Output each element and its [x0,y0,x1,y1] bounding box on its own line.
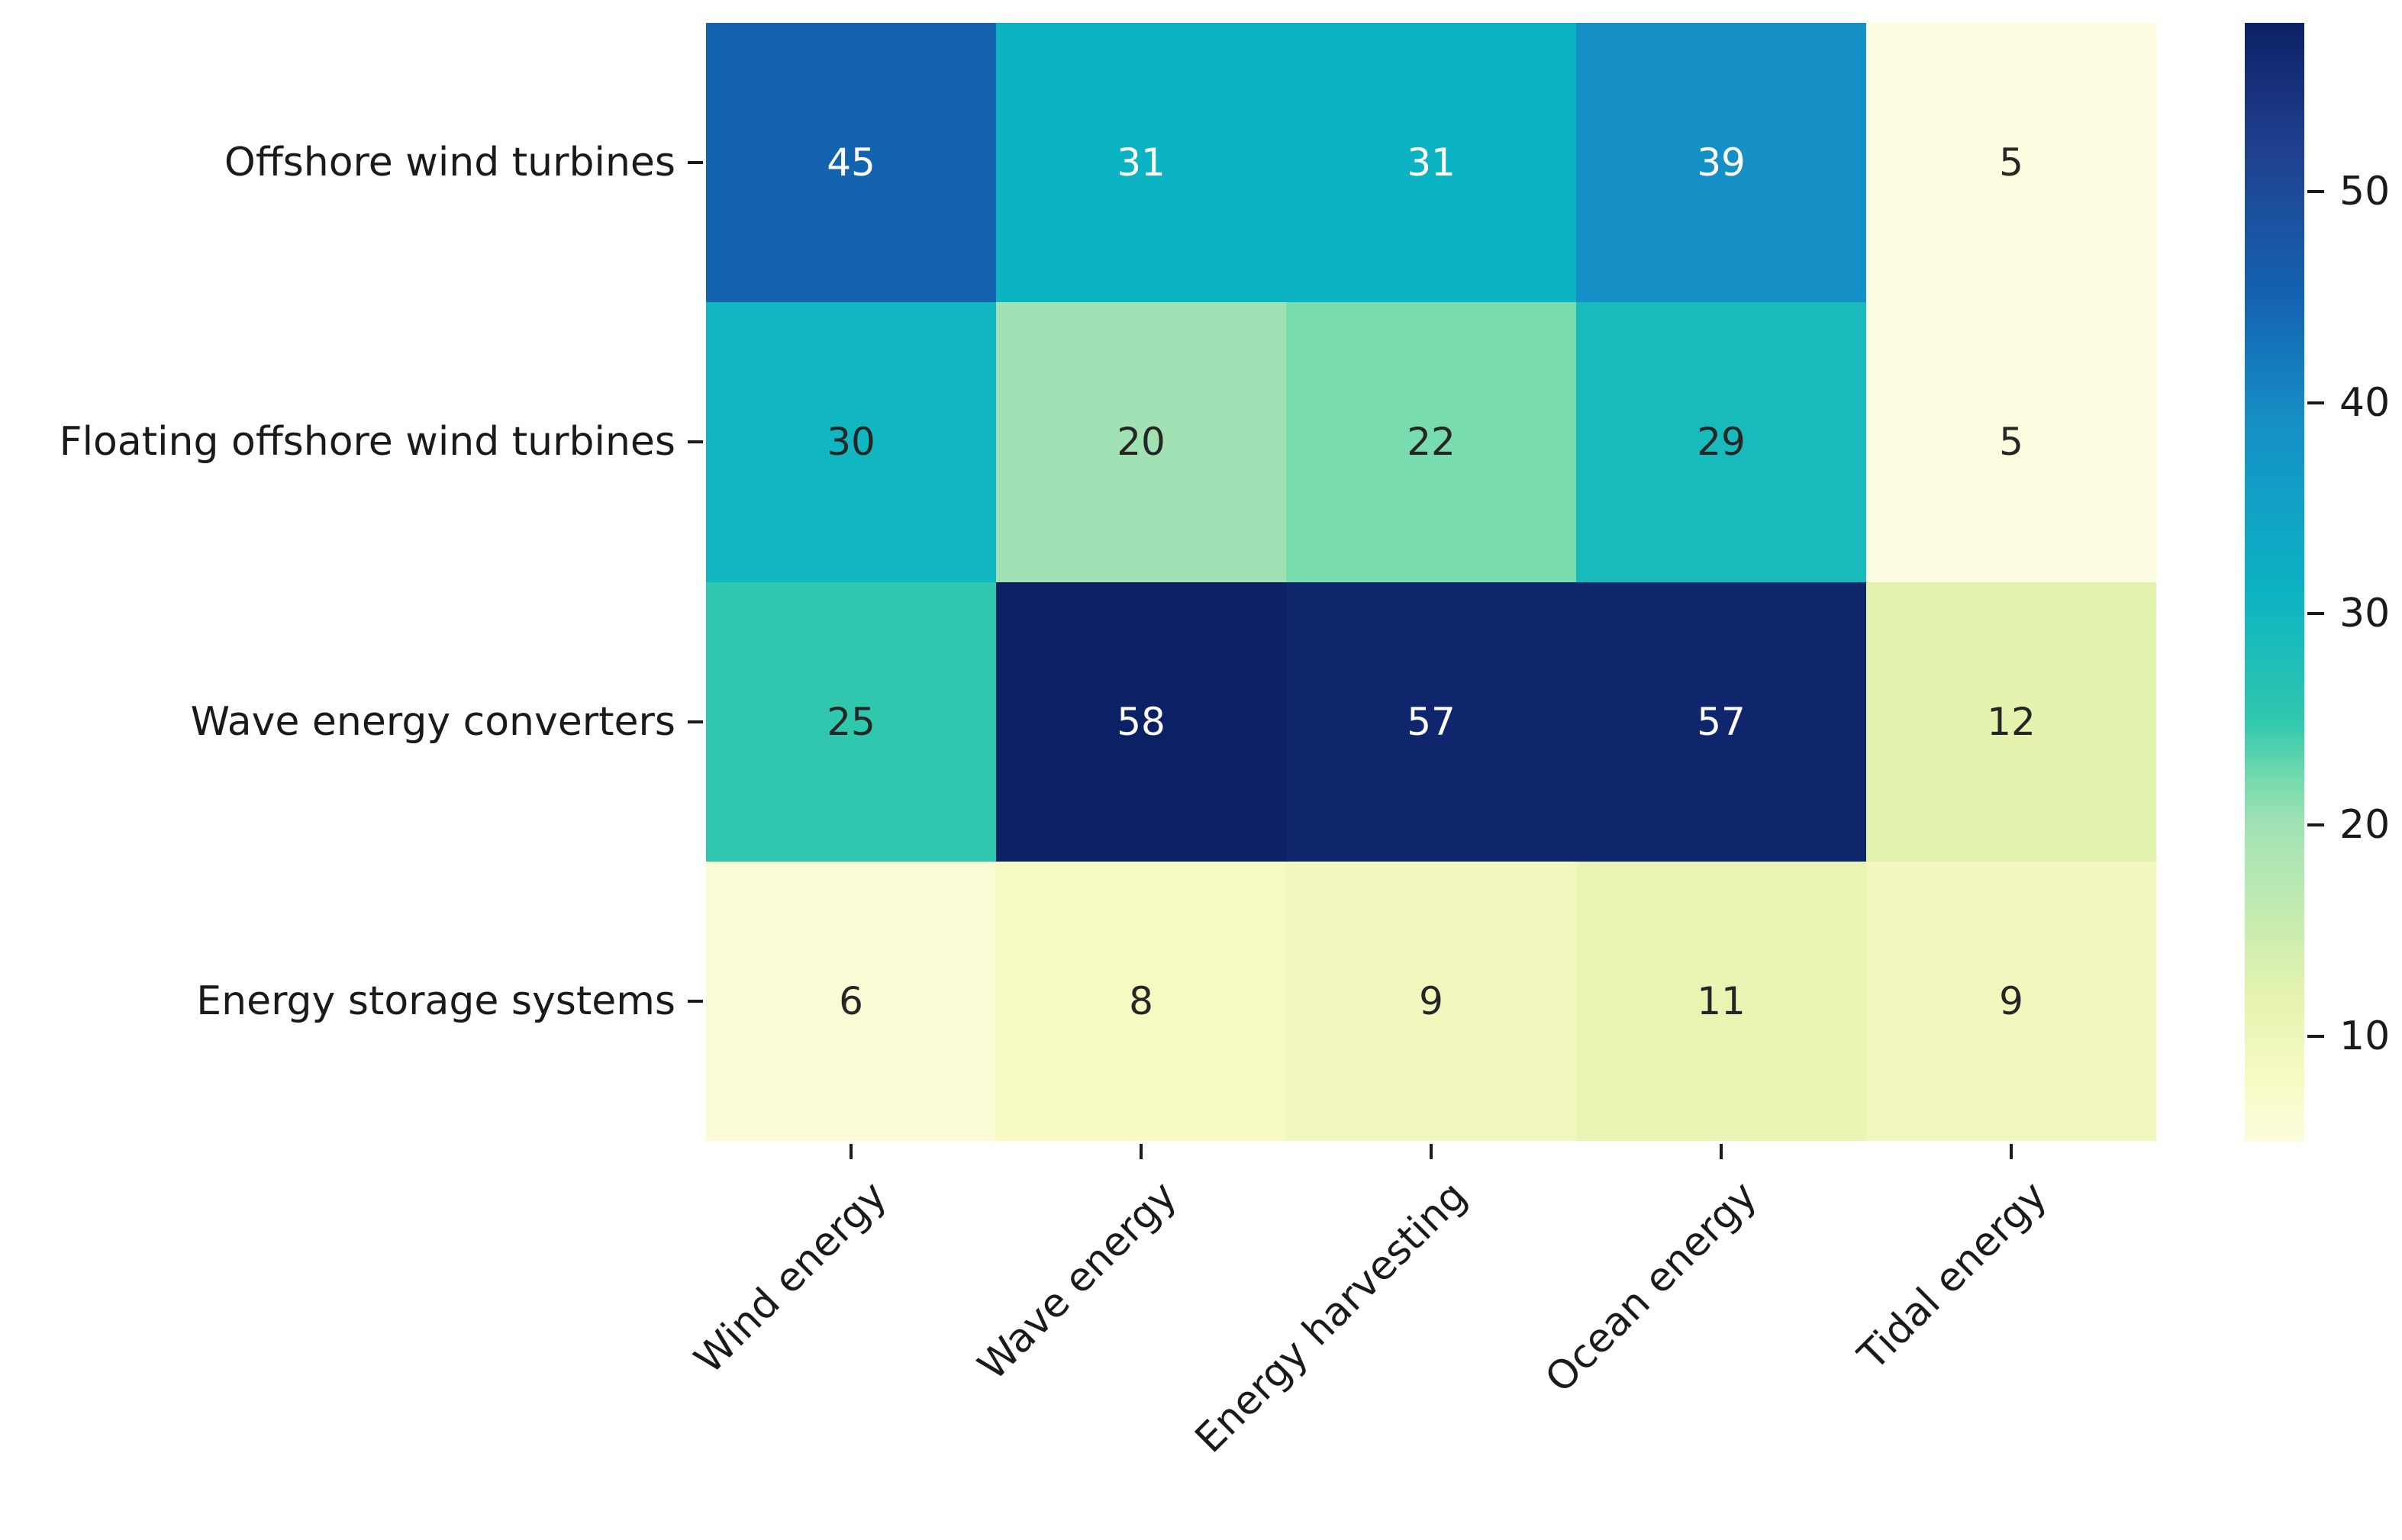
cell-value: 6 [839,978,863,1023]
cell-value: 30 [827,420,875,465]
cell-value: 5 [1999,140,2023,185]
y-tick-mark [688,999,703,1003]
y-tick-label: Floating offshore wind turbines [59,419,675,466]
heatmap-cell: 58 [996,582,1286,862]
colorbar-tick-mark [2307,1034,2324,1038]
heatmap-cell: 57 [1576,582,1866,862]
x-tick-mark [850,1144,853,1159]
x-tick-label: Tidal energy [1849,1173,2056,1379]
y-tick-label: Offshore wind turbines [224,140,675,186]
heatmap-cell: 45 [706,23,996,303]
y-tick-label: Wave energy converters [190,698,675,745]
heatmap-cell: 12 [1866,582,2156,862]
heatmap-cell: 5 [1866,23,2156,303]
cell-value: 8 [1129,978,1153,1023]
x-tick-mark [2010,1144,2013,1159]
colorbar [2245,23,2304,1142]
heatmap-cell: 31 [1286,23,1576,303]
colorbar-tick-mark [2307,823,2324,827]
heatmap-cell: 39 [1576,23,1866,303]
cell-value: 31 [1117,140,1166,185]
y-tick-label: Energy storage systems [196,978,675,1024]
heatmap-cell: 9 [1866,861,2156,1141]
heatmap-cell: 57 [1286,582,1576,862]
cell-value: 12 [1987,699,2036,744]
cell-value: 9 [1419,978,1443,1023]
heatmap-cell: 8 [996,861,1286,1141]
heatmap-cell: 30 [706,302,996,582]
heatmap-cell: 5 [1866,302,2156,582]
cell-value: 11 [1697,978,1746,1023]
cell-value: 58 [1117,699,1166,744]
heatmap-cell: 25 [706,582,996,862]
colorbar-tick-mark [2307,190,2324,194]
heatmap-figure: Offshore wind turbines Floating offshore … [59,23,2391,1462]
cell-value: 31 [1407,140,1456,185]
heatmap-cell: 31 [996,23,1286,303]
colorbar-tick-label: 50 [2339,169,2391,215]
cell-value: 57 [1407,699,1456,744]
colorbar-tick-mark [2307,612,2324,616]
heatmap-cell: 11 [1576,861,1866,1141]
heatmap-grid: 45 31 31 39 5 30 20 22 29 5 25 58 57 57 12 6 8 9 11 9 [706,23,2156,1141]
heatmap-cell: 29 [1576,302,1866,582]
heatmap-cell: 20 [996,302,1286,582]
cell-value: 29 [1697,420,1746,465]
cell-value: 22 [1407,420,1456,465]
y-tick-mark [688,720,703,723]
colorbar-tick-label: 20 [2339,802,2391,849]
cell-value: 45 [827,140,875,185]
x-tick-mark [1430,1144,1433,1159]
colorbar-tick-label: 10 [2339,1013,2391,1059]
colorbar-tick-label: 40 [2339,379,2391,426]
colorbar-tick-mark [2307,401,2324,404]
cell-value: 25 [827,699,875,744]
cell-value: 9 [1999,978,2023,1023]
heatmap-cell: 9 [1286,861,1576,1141]
x-tick-mark [1140,1144,1143,1159]
x-tick-mark [1720,1144,1723,1159]
cell-value: 20 [1117,420,1166,465]
colorbar-tick-label: 30 [2339,591,2391,637]
cell-value: 5 [1999,420,2023,465]
y-tick-mark [688,440,703,444]
y-tick-mark [688,161,703,165]
cell-value: 57 [1697,699,1746,744]
heatmap-cell: 6 [706,861,996,1141]
heatmap-cell: 22 [1286,302,1576,582]
cell-value: 39 [1697,140,1746,185]
